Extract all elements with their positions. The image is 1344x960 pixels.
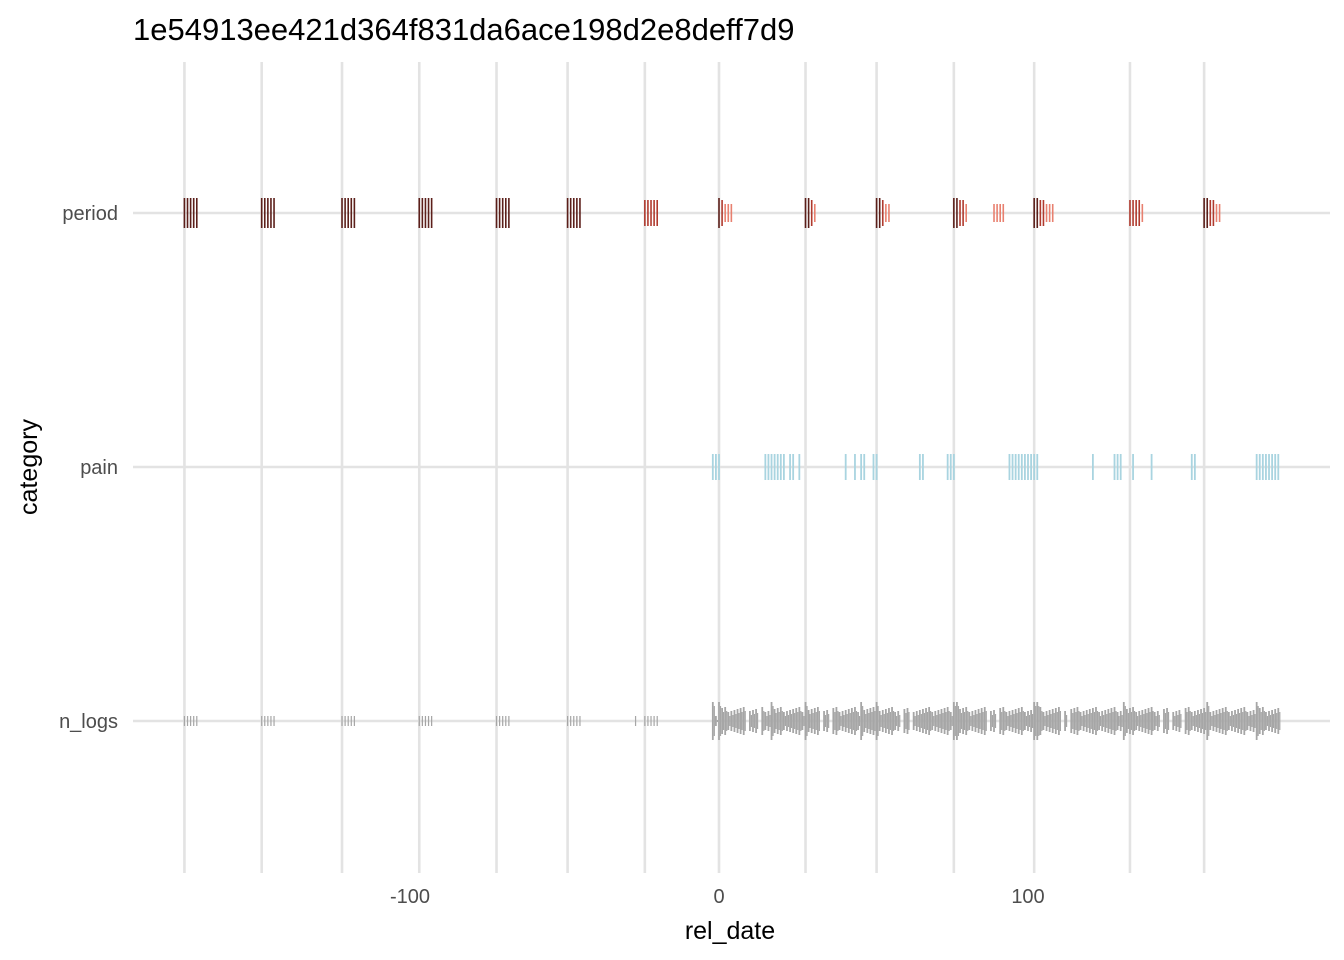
- y-tick-label-period: period: [62, 203, 118, 225]
- marks-layer: [183, 198, 1281, 740]
- y-tick-label-pain: pain: [80, 457, 118, 479]
- x-tick-label: 0: [713, 886, 724, 908]
- x-tick-label: 100: [1011, 886, 1044, 908]
- chart-title: 1e54913ee421d364f831da6ace198d2e8deff7d9: [133, 12, 794, 47]
- y-tick-label-n-logs: n_logs: [59, 711, 118, 733]
- grid-layer: [133, 62, 1330, 873]
- x-axis-title: rel_date: [685, 917, 775, 945]
- y-tick-labels: period pain n_logs: [59, 203, 118, 733]
- y-axis-title: category: [15, 419, 43, 515]
- x-tick-label: -100: [390, 886, 430, 908]
- x-tick-labels: -100 0 100: [390, 886, 1045, 908]
